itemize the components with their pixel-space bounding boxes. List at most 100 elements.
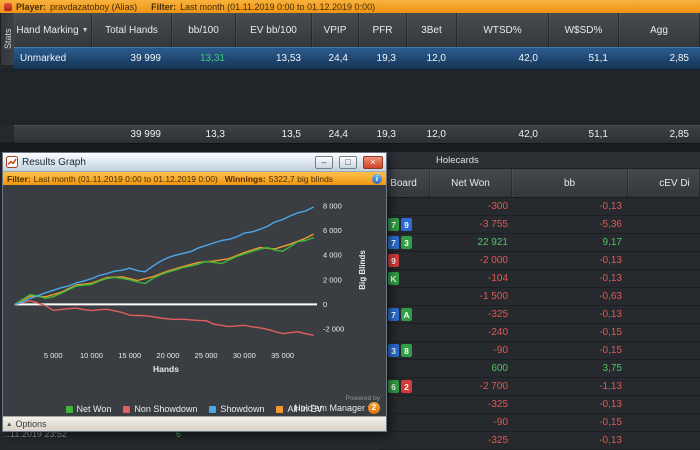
column-header-total-hands[interactable]: Total Hands xyxy=(92,13,172,47)
brand-name: Hold'em Manager xyxy=(294,403,365,413)
card-3c-icon: 3 xyxy=(401,236,412,249)
column-header-hand-marking[interactable]: Hand Marking ▼ xyxy=(14,13,92,47)
svg-text:Hands: Hands xyxy=(153,364,179,374)
graph-bottom-bar: ▲ Options xyxy=(3,416,386,431)
3bet-value: 12,0 xyxy=(426,53,446,64)
legend-item-all-in-ev[interactable]: All-In EV xyxy=(276,403,322,415)
totals-agg: 2,85 xyxy=(669,129,689,140)
filter-value[interactable]: Last month (01.11.2019 0:00 to 01.12.201… xyxy=(180,1,376,12)
hand-row[interactable]: 9 -2 000 -0,13 xyxy=(378,252,700,270)
svg-text:8 000: 8 000 xyxy=(323,202,342,211)
winnings-label: Winnings: xyxy=(224,173,266,184)
column-header-wsd[interactable]: W$SD% xyxy=(549,13,619,47)
bb-value: -0,15 xyxy=(599,345,622,356)
legend-label: Showdown xyxy=(220,404,265,414)
legend-dot-icon xyxy=(276,405,284,413)
net-won-value: -325 xyxy=(487,435,508,446)
column-header-3bet[interactable]: 3Bet xyxy=(407,13,457,47)
hands-columns-header: Board Net Won bb cEV Di xyxy=(378,169,700,198)
hand-row[interactable]: -90 -0,15 xyxy=(378,414,700,432)
bb-value: -0,13 xyxy=(599,201,622,212)
hand-row[interactable]: 600 3,75 xyxy=(378,360,700,378)
card-3d-icon: 3 xyxy=(388,344,399,357)
results-chart-svg: 8 000 6 000 4 000 2 000 0 -2 000 Big Blinds 5 0… xyxy=(14,202,367,374)
results-graph-window: Results Graph – □ × Filter: Last month (… xyxy=(2,152,387,432)
hand-row[interactable]: -1 500 -0,63 xyxy=(378,288,700,306)
svg-text:35 000: 35 000 xyxy=(271,351,294,360)
column-header-bb[interactable]: bb xyxy=(512,169,628,197)
bb100-value: 13,31 xyxy=(199,53,225,64)
player-label: Player: xyxy=(16,1,47,12)
hand-marking-value: Unmarked xyxy=(20,53,67,64)
total-hands-value: 39 999 xyxy=(130,53,161,64)
svg-text:25 000: 25 000 xyxy=(195,351,218,360)
legend-dot-icon xyxy=(209,405,217,413)
bb-value: 9,17 xyxy=(602,237,622,248)
hand-row[interactable]: -325 -0,13 xyxy=(378,432,700,450)
net-won-value: -2 700 xyxy=(479,381,508,392)
stats-totals-row: 39 999 13,3 13,5 24,4 19,3 12,0 42,0 51,… xyxy=(14,125,700,144)
net-won-value: -240 xyxy=(487,327,508,338)
legend-item-showdown[interactable]: Showdown xyxy=(209,403,264,415)
bb-value: 3,75 xyxy=(602,363,622,374)
legend-item-non-showdown[interactable]: Non Showdown xyxy=(123,403,197,415)
stats-row-unmarked[interactable]: Unmarked 39 999 13,31 13,53 24,4 19,3 12… xyxy=(14,47,700,70)
board-cards: 9 xyxy=(378,254,430,267)
hand-row[interactable]: -325 -0,13 xyxy=(378,396,700,414)
hand-row[interactable]: -300 -0,13 xyxy=(378,198,700,216)
maximize-button[interactable]: □ xyxy=(339,155,357,169)
totals-ev-bb100: 13,5 xyxy=(281,129,301,140)
hand-row[interactable]: 6 2 -2 700 -1,13 xyxy=(378,378,700,396)
column-header-bb100[interactable]: bb/100 xyxy=(172,13,236,47)
tab-stats[interactable]: Stats xyxy=(0,13,15,65)
column-header-ev-bb100[interactable]: EV bb/100 xyxy=(236,13,312,47)
card-7c-icon: 7 xyxy=(388,218,399,231)
options-button[interactable]: ▲ Options xyxy=(6,419,46,429)
hand-row[interactable]: 7 9 -3 755 -5,36 xyxy=(378,216,700,234)
brand-block: Powered by Hold'em Manager 2 xyxy=(294,395,380,414)
svg-text:Big Blinds: Big Blinds xyxy=(358,250,367,290)
wsd-value: 51,1 xyxy=(588,53,608,64)
series-net-won xyxy=(14,237,314,306)
minimize-button[interactable]: – xyxy=(315,155,333,169)
holecards-header: Holecards xyxy=(378,152,700,169)
bb-value: -0,15 xyxy=(599,327,622,338)
column-header-vpip[interactable]: VPIP xyxy=(312,13,359,47)
hand-row[interactable]: K -104 -0,13 xyxy=(378,270,700,288)
hand-row[interactable]: 7 A -325 -0,13 xyxy=(378,306,700,324)
hand-row[interactable]: 3 8 -90 -0,15 xyxy=(378,342,700,360)
card-7d-icon: 7 xyxy=(388,308,399,321)
close-button[interactable]: × xyxy=(363,155,383,169)
svg-text:30 000: 30 000 xyxy=(233,351,256,360)
column-header-board[interactable]: Board xyxy=(378,169,430,197)
bb-value: -0,13 xyxy=(599,273,622,284)
column-header-wtsd[interactable]: WTSD% xyxy=(457,13,549,47)
svg-text:0: 0 xyxy=(323,300,327,309)
bb-value: -0,63 xyxy=(599,291,622,302)
results-graph-titlebar[interactable]: Results Graph – □ × xyxy=(3,153,386,172)
graph-legend: Net Won Non Showdown Showdown All-In EV xyxy=(63,403,325,415)
info-icon[interactable]: i xyxy=(372,173,382,184)
results-graph-icon xyxy=(6,156,18,168)
column-header-agg[interactable]: Agg xyxy=(619,13,700,47)
hand-row[interactable]: -240 -0,15 xyxy=(378,324,700,342)
column-header-net-won[interactable]: Net Won xyxy=(430,169,512,197)
card-7d-icon: 7 xyxy=(388,236,399,249)
series-showdown xyxy=(14,206,314,306)
partial-green-value: 6 xyxy=(176,429,182,439)
totals-bb100: 13,3 xyxy=(205,129,225,140)
legend-label: All-In EV xyxy=(287,404,323,414)
column-header-pfr[interactable]: PFR xyxy=(359,13,407,47)
hand-row[interactable]: 7 3 22 921 9,17 xyxy=(378,234,700,252)
totals-spacer xyxy=(14,126,92,143)
totals-total-hands: 39 999 xyxy=(130,129,161,140)
column-header-cev-diff[interactable]: cEV Di xyxy=(628,169,700,197)
bb-value: -5,36 xyxy=(599,219,622,230)
legend-item-net-won[interactable]: Net Won xyxy=(65,403,111,415)
card-9d-icon: 9 xyxy=(401,218,412,231)
net-won-value: -90 xyxy=(493,345,508,356)
legend-label: Non Showdown xyxy=(134,404,198,414)
svg-text:6 000: 6 000 xyxy=(323,226,342,235)
totals-vpip: 24,4 xyxy=(328,129,348,140)
